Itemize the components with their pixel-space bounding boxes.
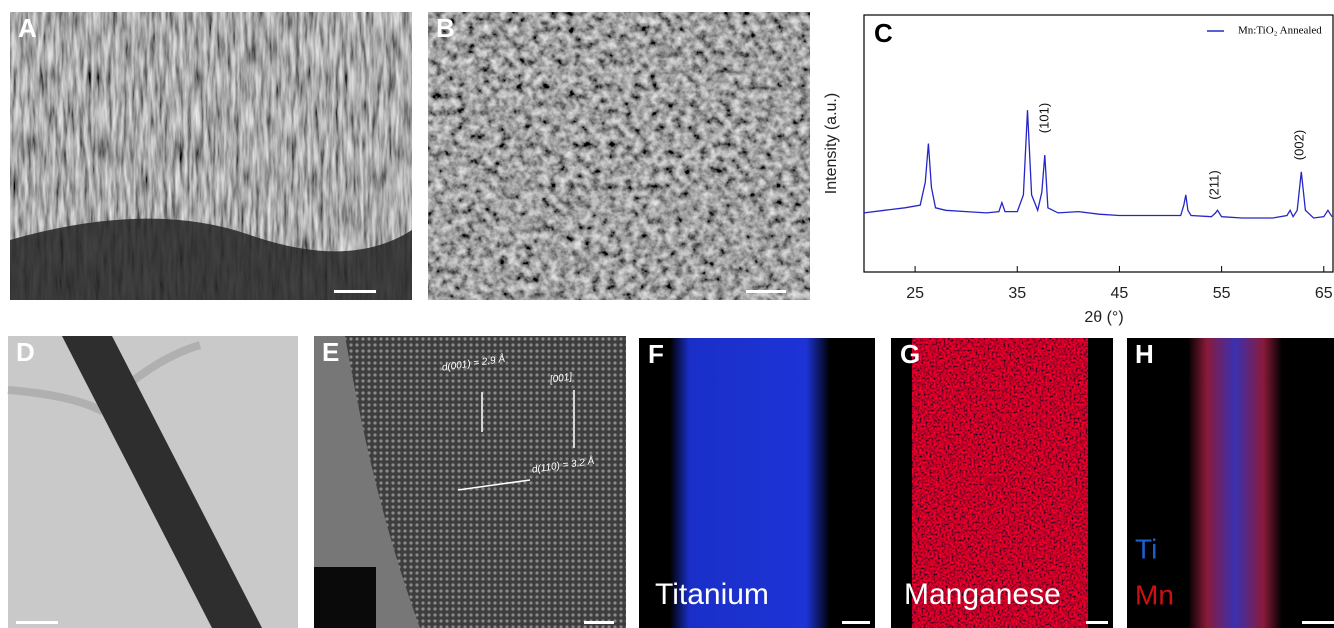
panel-label: D xyxy=(16,337,35,367)
panel-label: A xyxy=(18,13,37,43)
sem-image xyxy=(428,12,810,300)
panel-label: G xyxy=(900,339,920,369)
x-axis-label: 2θ (°) xyxy=(1084,309,1123,326)
y-axis-label: Intensity (a.u.) xyxy=(823,93,840,194)
panel-label: C xyxy=(874,18,893,48)
legend-label: Mn:TiO₂ Annealed xyxy=(1238,25,1322,37)
element-label: Manganese xyxy=(904,578,1061,611)
scale-bar xyxy=(16,621,58,624)
xrd-chart: 25 35 45 55 65 2θ (°) Intensity (a.u.) Mn:TiO₂ … xyxy=(823,15,1333,326)
panel-label: E xyxy=(322,337,339,367)
x-tick-label: 45 xyxy=(1111,285,1129,302)
scale-bar xyxy=(746,290,786,293)
plot-frame xyxy=(864,15,1333,272)
saed-inset xyxy=(314,567,376,628)
peak-annotation: (101) xyxy=(1036,103,1051,133)
scale-bar xyxy=(842,621,870,624)
panel-label: H xyxy=(1135,339,1154,369)
panel-label: B xyxy=(436,13,455,43)
spectrum-line xyxy=(864,110,1332,218)
scale-bar xyxy=(1086,621,1108,624)
peak-annotation: (211) xyxy=(1206,170,1221,199)
x-tick-label: 35 xyxy=(1008,285,1026,302)
legend-label: Ti xyxy=(1135,533,1157,564)
x-tick-label: 25 xyxy=(906,285,924,302)
figure: A B C 25 35 45 55 65 2θ (°) Intensity (a.u.) Mn… xyxy=(0,0,1334,628)
peak-annotation: (002) xyxy=(1291,130,1306,160)
scale-bar xyxy=(584,621,614,624)
x-tick-label: 55 xyxy=(1213,285,1231,302)
legend-label: Mn xyxy=(1135,579,1174,610)
scale-bar xyxy=(334,290,376,293)
x-tick-label: 65 xyxy=(1315,285,1333,302)
element-label: Titanium xyxy=(655,578,769,611)
overlay-signal xyxy=(1188,338,1282,628)
scale-bar xyxy=(1302,621,1334,624)
panel-label: F xyxy=(648,339,664,369)
